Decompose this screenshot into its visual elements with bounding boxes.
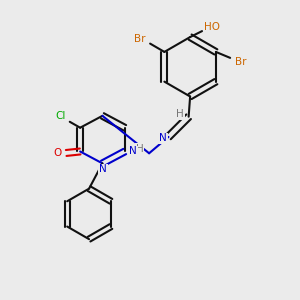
Text: H: H bbox=[176, 109, 184, 119]
Text: N: N bbox=[129, 146, 137, 157]
Text: Cl: Cl bbox=[56, 111, 66, 122]
Text: O: O bbox=[54, 148, 62, 158]
Text: H: H bbox=[136, 144, 143, 154]
Text: N: N bbox=[99, 164, 107, 174]
Text: Br: Br bbox=[134, 34, 146, 44]
Text: HO: HO bbox=[204, 22, 220, 32]
Text: Br: Br bbox=[236, 57, 247, 67]
Text: N: N bbox=[159, 134, 167, 143]
